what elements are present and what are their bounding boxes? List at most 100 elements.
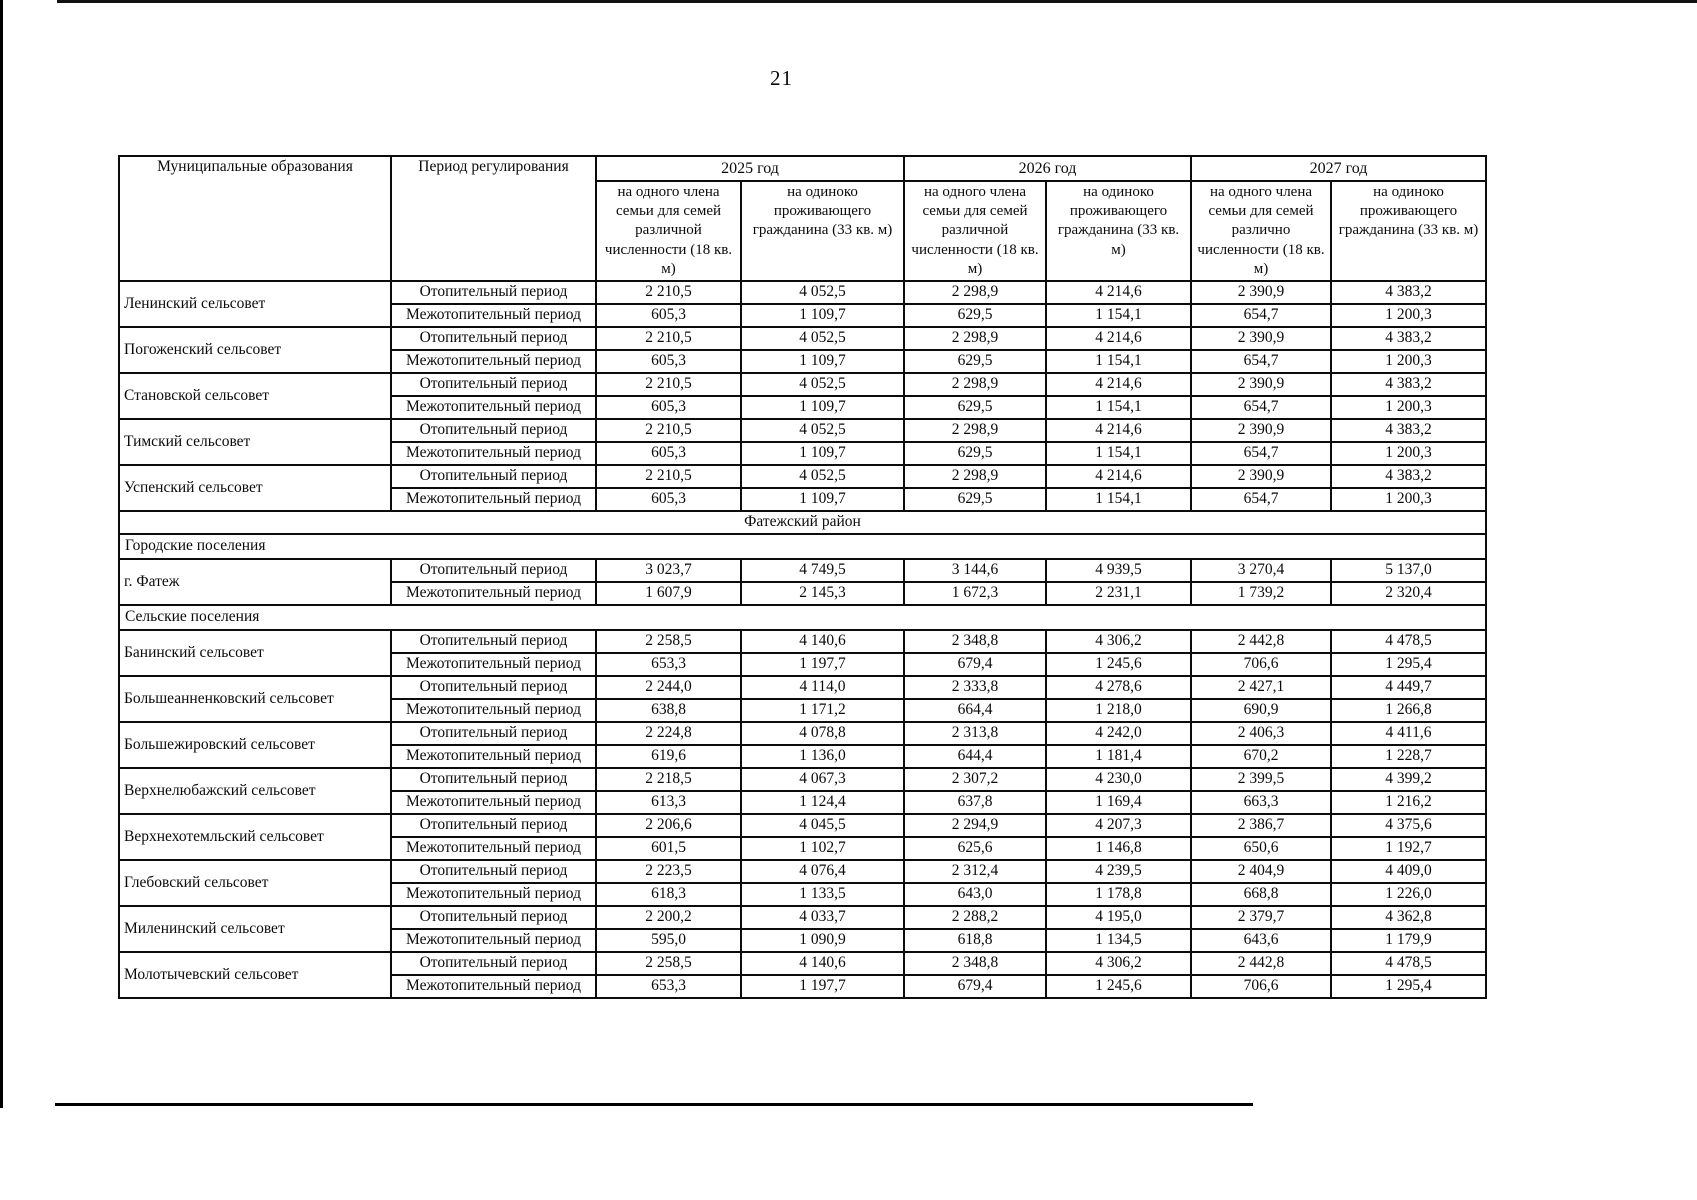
period-label: Межотопительный период [390,580,597,606]
period-label: Отопительный период [390,766,597,792]
tariff-value: 654,7 [1190,486,1332,512]
tariff-value: 1 216,2 [1330,789,1487,815]
scan-edge-bottom [55,1103,1253,1106]
tariff-value: 2 312,4 [903,858,1047,884]
municipality-name: Погоженский сельсовет [118,325,392,374]
table-row: Межотопительный период 653,3 1 197,7 679,4 1… [119,973,1487,999]
tariff-value: 1 226,0 [1330,881,1487,907]
tariff-value: 4 114,0 [740,674,905,700]
tariff-value: 663,3 [1190,789,1332,815]
period-label: Межотопительный период [390,486,597,512]
tariff-value: 2 210,5 [595,325,742,351]
tariff-value: 2 223,5 [595,858,742,884]
period-label: Отопительный период [390,858,597,884]
tariff-value: 4 045,5 [740,812,905,838]
section-label: Городские поселения [118,532,1487,560]
period-label: Отопительный период [390,325,597,351]
tariff-value: 4 052,5 [740,371,905,397]
tariff-value: 690,9 [1190,697,1332,723]
tariff-value: 4 214,6 [1045,417,1192,443]
table-row: Межотопительный период 605,3 1 109,7 629,5 1… [119,302,1487,328]
tariff-value: 1 739,2 [1190,580,1332,606]
period-label: Межотопительный период [390,651,597,677]
tariff-value: 1 109,7 [740,440,905,466]
tariff-value: 2 313,8 [903,720,1047,746]
tariff-value: 2 348,8 [903,628,1047,654]
municipality-name: Тимский сельсовет [118,417,392,466]
table-row: Успенский сельсовет Отопительный период 2 … [118,463,1487,512]
header-year-2025: 2025 год [595,155,905,182]
tariff-value: 1 178,8 [1045,881,1192,907]
tariff-value: 4 195,0 [1045,904,1192,930]
tariff-value: 2 298,9 [903,371,1047,397]
tariff-value: 4 749,5 [740,557,905,583]
header-year-2027: 2027 год [1190,155,1487,182]
table-row: Межотопительный период 1 607,9 2 145,3 1 67… [119,580,1487,606]
tariff-value: 605,3 [595,394,742,420]
period-label: Межотопительный период [390,789,597,815]
table-row: Миленинский сельсовет Отопительный период… [118,904,1487,953]
tariff-value: 1 171,2 [740,697,905,723]
tariff-value: 668,8 [1190,881,1332,907]
period-label: Отопительный период [390,812,597,838]
tariff-value: 4 478,5 [1330,950,1487,976]
table-row: Тимский сельсовет Отопительный период 2 21… [118,417,1487,466]
section-label: Фатежский район [118,509,1487,535]
municipality-name: Становской сельсовет [118,371,392,420]
tariff-value: 4 449,7 [1330,674,1487,700]
tariff-value: 2 298,9 [903,463,1047,489]
municipality-name: Верхнехотемльский сельсовет [118,812,392,861]
header-year-2026: 2026 год [903,155,1192,182]
tariff-value: 4 052,5 [740,325,905,351]
tariff-value: 4 214,6 [1045,463,1192,489]
municipality-name: г. Фатеж [118,557,392,606]
tariff-value: 4 239,5 [1045,858,1192,884]
tariff-value: 4 306,2 [1045,628,1192,654]
municipality-name: Банинский сельсовет [118,628,392,677]
tariff-value: 4 242,0 [1045,720,1192,746]
period-label: Межотопительный период [390,348,597,374]
municipality-name: Верхнелюбажский сельсовет [118,766,392,815]
tariff-value: 2 145,3 [740,580,905,606]
tariff-value: 5 137,0 [1330,557,1487,583]
tariff-value: 653,3 [595,651,742,677]
tariff-value: 2 404,9 [1190,858,1332,884]
subheader-2025-single: на одиноко проживающего гражданина (33 к… [740,180,905,282]
table-row: Межотопительный период 613,3 1 124,4 637,8 1… [119,789,1487,815]
table-row: Межотопительный период 605,3 1 109,7 629,5 1… [119,348,1487,374]
table-row: Межотопительный период 601,5 1 102,7 625,6 1… [119,835,1487,861]
municipality-name: Миленинский сельсовет [118,904,392,953]
period-label: Межотопительный период [390,743,597,769]
subheader-2027-family: на одного члена семьи для семей различно… [1190,180,1332,282]
tariff-value: 1 146,8 [1045,835,1192,861]
period-label: Отопительный период [390,904,597,930]
period-label: Отопительный период [390,950,597,976]
tariff-value: 618,3 [595,881,742,907]
tariff-value: 629,5 [903,348,1047,374]
tariff-value: 4 140,6 [740,628,905,654]
tariff-value: 605,3 [595,440,742,466]
period-label: Межотопительный период [390,440,597,466]
tariff-value: 2 427,1 [1190,674,1332,700]
tariff-value: 2 288,2 [903,904,1047,930]
municipality-name: Успенский сельсовет [118,463,392,512]
subheader-2027-single: на одиноко проживающего гражданина (33 к… [1330,180,1487,282]
tariff-value: 637,8 [903,789,1047,815]
period-label: Межотопительный период [390,881,597,907]
tariff-value: 654,7 [1190,302,1332,328]
tariff-value: 644,4 [903,743,1047,769]
tariff-value: 643,6 [1190,927,1332,953]
tariff-value: 2 210,5 [595,371,742,397]
tariff-value: 1 200,3 [1330,394,1487,420]
tariff-value: 3 023,7 [595,557,742,583]
tariff-value: 4 140,6 [740,950,905,976]
tariff-value: 629,5 [903,440,1047,466]
page-number: 21 [770,66,793,90]
table-row: Большежировский сельсовет Отопительный пе… [118,720,1487,769]
tariff-value: 1 181,4 [1045,743,1192,769]
period-label: Отопительный период [390,463,597,489]
table-row: Верхнехотемльский сельсовет Отопительный … [118,812,1487,861]
table-body: Ленинский сельсовет Отопительный период 2 … [118,279,1487,999]
table-row: Молотычевский сельсовет Отопительный пери… [118,950,1487,999]
period-label: Межотопительный период [390,927,597,953]
